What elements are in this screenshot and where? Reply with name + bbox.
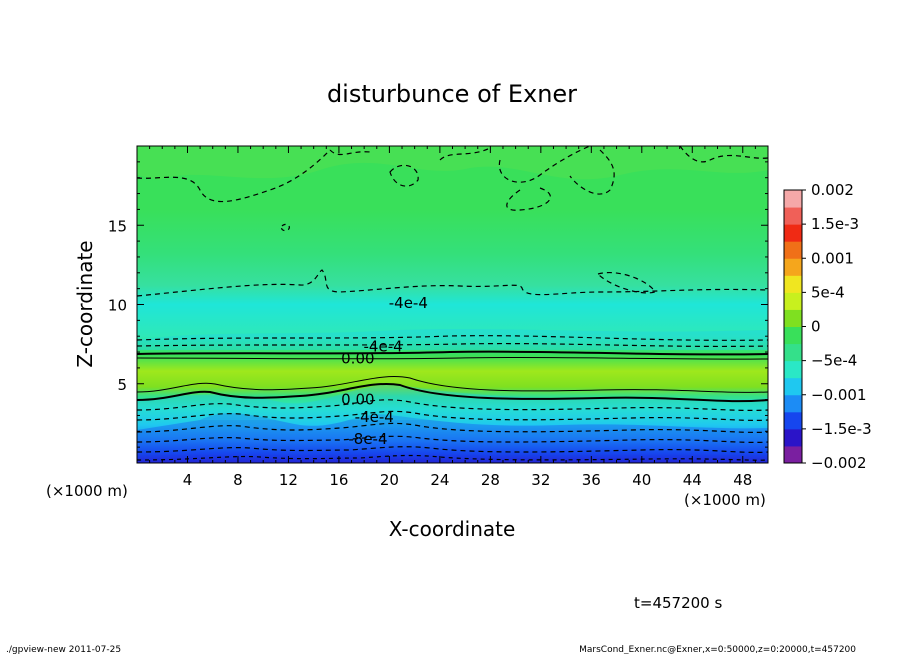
contour-dashed [137,342,768,348]
contour-dashed [137,454,768,461]
x-tick-label: 36 [582,471,601,489]
colorbar-swatch [784,309,802,327]
colorbar-swatch [784,275,802,293]
colorbar-swatch [784,428,802,447]
time-label: t=457200 s [634,594,722,612]
colorbar-label: 0.001 [811,249,854,267]
colorbar-label: 5e-4 [811,283,845,301]
x-tick-label: 44 [683,471,702,489]
contour-labels: -4e-4-4e-40.000.00-4e-4-8e-4 [341,294,428,448]
contour-dashed [596,272,656,294]
x-axis-ticks: 4 8 12 16 20 24 28 32 36 40 44 48 [149,146,756,489]
colorbar-swatch [784,190,802,208]
footer-left-note: ./gpview-new 2011-07-25 [6,645,121,654]
colorbar-label: 0.002 [811,181,854,199]
footer-right-note: MarsCond_Exner.nc@Exner,x=0:50000,z=0:20… [579,645,856,654]
contour-label: 0.00 [341,349,374,367]
contour-lines [137,146,768,461]
colorbar-labels: 0.002 1.5e-3 0.001 5e-4 0 −5e-4 −0.001 −1.5e-3 −… [802,181,872,472]
x-unit-label: (×1000 m) [46,482,128,500]
colorbar-swatch [784,326,802,345]
colorbar-swatch [784,241,802,259]
colorbar-swatch [784,207,802,225]
contour-dashed [137,269,768,297]
colorbar-label: 1.5e-3 [811,215,859,233]
colorbar-label: 0 [811,318,821,336]
field-blob [137,384,768,420]
contour-dashed [137,435,768,444]
colorbar-swatch [784,445,802,464]
contour-dashed [137,335,768,341]
x-tick-label: 4 [183,471,193,489]
y-axis-label: Z-coordinate [73,240,97,367]
colorbar-swatch [784,360,802,379]
x-tick-label: 48 [733,471,752,489]
contour-label: -4e-4 [355,408,394,426]
contour-dashed [280,223,290,232]
contour-solid [137,382,768,403]
colorbar-label: −0.001 [811,386,867,404]
contour-solid [137,376,768,393]
colorbar-label: −0.002 [811,454,867,472]
x-tick-label: 12 [279,471,298,489]
x-tick-label: 40 [632,471,651,489]
contour-label: -8e-4 [348,430,387,448]
x-tick-label: 20 [380,471,399,489]
y-tick-label: 15 [108,217,127,235]
contour-solid [137,350,768,356]
y-axis-ticks: 5 10 15 [108,161,768,448]
contour-dashed [137,399,768,412]
colorbar-label: −1.5e-3 [811,420,872,438]
contour-label: 0.00 [341,391,374,409]
y-tick-label: 5 [117,376,127,394]
field-fill [137,146,768,463]
field-blob [137,146,768,180]
x-tick-label: 8 [233,471,243,489]
colorbar-swatch [784,292,802,310]
colorbar [783,189,803,464]
x-tick-label: 16 [329,471,348,489]
contour-dashed [137,446,768,454]
colorbar-swatch [784,343,802,362]
colorbar-swatch [784,224,802,242]
contour-dashed [137,422,768,434]
colorbar-swatch [784,394,802,413]
contour-label: -4e-4 [389,294,428,312]
x-unit-label-right: (×1000 m) [684,491,766,509]
x-tick-label: 28 [481,471,500,489]
x-tick-label: 24 [430,471,449,489]
contour-label: -4e-4 [364,338,403,356]
contour-solid [137,356,768,360]
y-tick-label: 10 [108,297,127,315]
colorbar-swatch [784,377,802,396]
colorbar-label: −5e-4 [811,352,857,370]
x-tick-label: 32 [531,471,550,489]
colorbar-swatch [784,411,802,430]
x-axis-label: X-coordinate [389,517,516,541]
contour-dashed [137,410,768,422]
chart-title: disturbunce of Exner [327,80,577,108]
contour-dashed [137,146,768,211]
colorbar-swatch [784,258,802,276]
plot-area [137,146,768,463]
